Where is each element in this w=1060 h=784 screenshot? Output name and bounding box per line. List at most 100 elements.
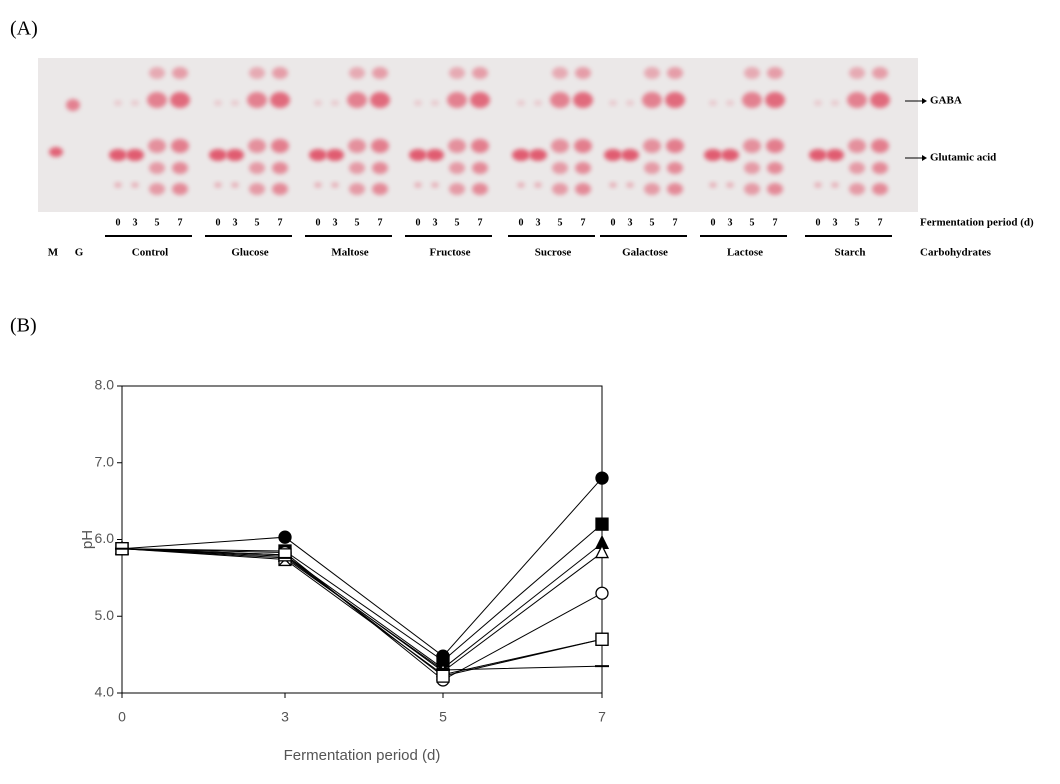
y-tick-label: 4.0 bbox=[95, 684, 115, 700]
spot bbox=[744, 162, 760, 174]
day-label: 0 bbox=[116, 217, 121, 228]
spot bbox=[349, 183, 365, 195]
spot bbox=[517, 182, 525, 188]
spot bbox=[872, 67, 888, 79]
spot bbox=[644, 162, 660, 174]
spot bbox=[665, 92, 685, 108]
spot bbox=[517, 100, 525, 106]
marker bbox=[595, 517, 609, 531]
lane-label: M bbox=[48, 247, 59, 259]
spot bbox=[314, 100, 322, 106]
spot bbox=[171, 139, 189, 153]
spot bbox=[371, 139, 389, 153]
day-label: 7 bbox=[478, 217, 483, 228]
spot bbox=[147, 92, 167, 108]
spot-label: Glutamic acid bbox=[930, 152, 996, 164]
spot bbox=[449, 67, 465, 79]
series-line bbox=[121, 548, 603, 681]
x-axis-title: Fermentation period (d) bbox=[284, 747, 441, 764]
spot bbox=[426, 149, 444, 161]
spot bbox=[109, 149, 127, 161]
day-label: 0 bbox=[711, 217, 716, 228]
spot bbox=[575, 67, 591, 79]
spot bbox=[272, 183, 288, 195]
spot bbox=[609, 100, 617, 106]
day-label: 3 bbox=[728, 217, 733, 228]
spot bbox=[326, 149, 344, 161]
spot bbox=[372, 183, 388, 195]
spot bbox=[848, 139, 866, 153]
spot bbox=[271, 139, 289, 153]
spot bbox=[231, 182, 239, 188]
group-label: Galactose bbox=[622, 247, 668, 259]
spot bbox=[709, 100, 717, 106]
spot bbox=[66, 99, 80, 111]
spot bbox=[831, 100, 839, 106]
spot bbox=[552, 67, 568, 79]
tlc-spots bbox=[49, 67, 890, 195]
day-label: 7 bbox=[581, 217, 586, 228]
spot bbox=[49, 147, 63, 157]
spot bbox=[414, 100, 422, 106]
spot bbox=[172, 67, 188, 79]
spot bbox=[270, 92, 290, 108]
spot bbox=[709, 182, 717, 188]
spot bbox=[349, 162, 365, 174]
spot bbox=[667, 183, 683, 195]
spot bbox=[272, 67, 288, 79]
spot bbox=[826, 149, 844, 161]
spot bbox=[131, 182, 139, 188]
spot bbox=[126, 149, 144, 161]
day-label: 5 bbox=[155, 217, 160, 228]
spot bbox=[814, 100, 822, 106]
spot bbox=[870, 92, 890, 108]
spot bbox=[767, 67, 783, 79]
spot bbox=[372, 162, 388, 174]
day-label: 3 bbox=[133, 217, 138, 228]
spot bbox=[431, 100, 439, 106]
group-label: Glucose bbox=[231, 247, 268, 259]
spot bbox=[148, 139, 166, 153]
arrow-head bbox=[922, 155, 927, 161]
series-line bbox=[121, 477, 603, 657]
marker bbox=[436, 669, 450, 683]
spot bbox=[249, 183, 265, 195]
y-axis-title: pH bbox=[79, 530, 96, 549]
spot bbox=[331, 100, 339, 106]
spot-label: GABA bbox=[930, 95, 962, 107]
spot bbox=[512, 149, 530, 161]
spot bbox=[744, 67, 760, 79]
spot bbox=[449, 183, 465, 195]
y-tick-label: 6.0 bbox=[95, 530, 115, 546]
spot bbox=[348, 139, 366, 153]
marker bbox=[278, 548, 292, 562]
spot bbox=[609, 182, 617, 188]
spot bbox=[552, 183, 568, 195]
day-label: 5 bbox=[455, 217, 460, 228]
x-tick-label: 3 bbox=[281, 709, 289, 725]
y-tick-label: 8.0 bbox=[95, 377, 115, 393]
y-tick-label: 5.0 bbox=[95, 607, 115, 623]
day-label: 7 bbox=[178, 217, 183, 228]
day-label: 0 bbox=[816, 217, 821, 228]
spot bbox=[231, 100, 239, 106]
day-label: 7 bbox=[773, 217, 778, 228]
spot bbox=[667, 162, 683, 174]
spot bbox=[309, 149, 327, 161]
spot bbox=[214, 100, 222, 106]
panel-label: (B) bbox=[10, 315, 37, 337]
spot bbox=[470, 92, 490, 108]
spot bbox=[114, 182, 122, 188]
day-label: 3 bbox=[333, 217, 338, 228]
spot bbox=[626, 182, 634, 188]
spot bbox=[767, 183, 783, 195]
marker bbox=[278, 530, 292, 544]
spot bbox=[226, 149, 244, 161]
spot bbox=[726, 100, 734, 106]
day-label: 0 bbox=[216, 217, 221, 228]
day-label: 3 bbox=[233, 217, 238, 228]
spot bbox=[347, 92, 367, 108]
day-label: 7 bbox=[378, 217, 383, 228]
group-label: Starch bbox=[835, 247, 866, 259]
spot bbox=[172, 162, 188, 174]
